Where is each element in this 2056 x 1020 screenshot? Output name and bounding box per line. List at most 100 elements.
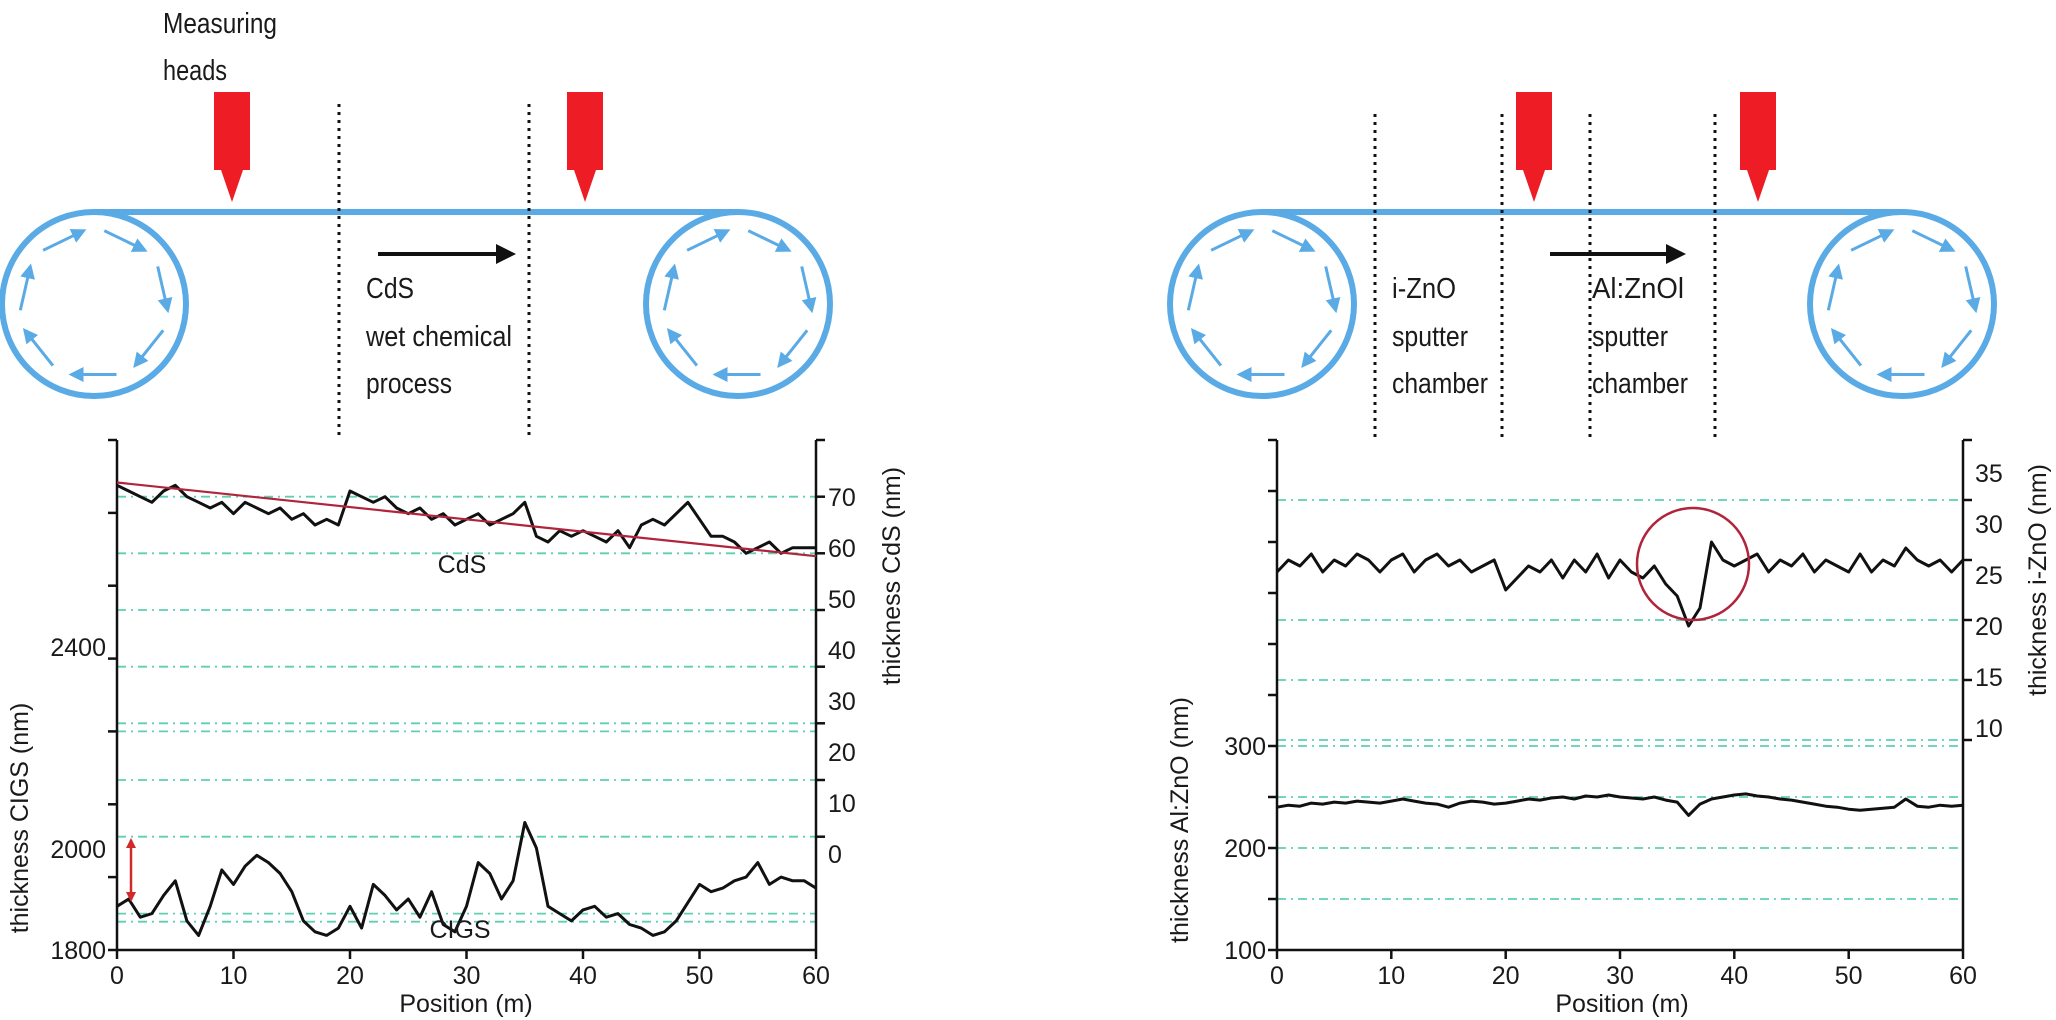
chart1-ticks bbox=[108, 438, 825, 959]
left-roll-2-rotation-arrows bbox=[662, 229, 817, 382]
chamber1-label-line-1: i-ZnO bbox=[1392, 273, 1456, 305]
chart2-right-ytick-20: 20 bbox=[1975, 613, 2003, 641]
chamber1-label-line-2: sputter bbox=[1392, 321, 1468, 353]
chart1-grid bbox=[117, 495, 816, 923]
chart2-ticks bbox=[1268, 438, 1972, 959]
chart1-right-ytick-0: 0 bbox=[828, 841, 842, 869]
rotation-arrow bbox=[1964, 266, 1981, 314]
rotation-arrow bbox=[1301, 329, 1333, 368]
chart2-left-ytick-300: 300 bbox=[1224, 733, 1266, 761]
chart1-xtick-3: 30 bbox=[453, 962, 481, 990]
rotation-arrow bbox=[1210, 229, 1255, 252]
rotation-arrow bbox=[156, 266, 173, 314]
chart1-right-ytick-30: 30 bbox=[828, 688, 856, 716]
rotation-arrow bbox=[22, 327, 55, 367]
chamber1-label-line-3: chamber bbox=[1392, 368, 1488, 400]
process-label-line-2: wet chemical bbox=[365, 321, 512, 353]
chart2-left-ytick-100: 100 bbox=[1224, 937, 1266, 965]
heads-label-line-1: Measuring bbox=[163, 8, 277, 40]
left-roll-diagram: Measuring heads CdS wet chemical process bbox=[0, 8, 833, 436]
chart1-xtick-4: 40 bbox=[569, 962, 597, 990]
chart2-left-ytick-200: 200 bbox=[1224, 835, 1266, 863]
chamber2-label-line-3: chamber bbox=[1592, 368, 1688, 400]
chart2-xtick-1: 10 bbox=[1377, 962, 1405, 990]
chart1-left-ytick-2400: 2400 bbox=[50, 634, 106, 662]
chart1-right-ylabel: thickness CdS (nm) bbox=[878, 467, 906, 685]
rotation-arrow bbox=[1850, 229, 1895, 252]
rotation-arrow bbox=[42, 229, 87, 252]
chart2-right-ytick-35: 35 bbox=[1975, 460, 2003, 488]
chart2-xtick-0: 0 bbox=[1270, 962, 1284, 990]
chamber2-label-line-1: Al:ZnOl bbox=[1592, 273, 1684, 305]
left-roll-1 bbox=[0, 209, 189, 399]
series-line-cigs bbox=[116, 821, 817, 937]
process-label-line-3: process bbox=[366, 368, 452, 400]
series-line-chart2-0 bbox=[1275, 540, 1965, 628]
chart1-xtick-1: 10 bbox=[220, 962, 248, 990]
chart-zno: 0 10 20 30 40 50 60 Position (m) 100 200… bbox=[1166, 438, 2052, 1018]
chart1-left-ylabel: thickness CIGS (nm) bbox=[6, 703, 34, 934]
right-roll-2-rotation-arrows bbox=[1826, 229, 1981, 382]
rotation-arrow bbox=[686, 229, 731, 252]
rotation-arrow bbox=[1826, 263, 1843, 311]
measuring-head-4 bbox=[1740, 92, 1776, 202]
rotation-arrow bbox=[1190, 327, 1223, 367]
rotation-arrow bbox=[1941, 329, 1973, 368]
right-roll-2 bbox=[1807, 209, 1997, 399]
chart1-right-ytick-40: 40 bbox=[828, 637, 856, 665]
chart2-right-ytick-30: 30 bbox=[1975, 511, 2003, 539]
right-roll-1-rotation-arrows bbox=[1186, 229, 1341, 382]
chart1-xtick-2: 20 bbox=[336, 962, 364, 990]
series-line-chart2-1 bbox=[1276, 792, 1964, 817]
rotation-arrow bbox=[666, 327, 699, 367]
rotation-arrow bbox=[1911, 229, 1956, 252]
measuring-head-2 bbox=[567, 92, 603, 202]
cds-series-label: CdS bbox=[438, 551, 487, 579]
rotation-arrow bbox=[800, 266, 817, 314]
rotation-arrow bbox=[18, 263, 35, 311]
chart2-right-ytick-10: 10 bbox=[1975, 715, 2003, 743]
chart1-right-ytick-20: 20 bbox=[828, 739, 856, 767]
cigs-series-label: CIGS bbox=[429, 916, 490, 944]
chart1-right-ytick-10: 10 bbox=[828, 790, 856, 818]
rotation-arrow bbox=[103, 229, 148, 252]
chart2-right-ytick-25: 25 bbox=[1975, 562, 2003, 590]
chart1-xlabel: Position (m) bbox=[399, 990, 532, 1018]
chart1-xtick-0: 0 bbox=[110, 962, 124, 990]
left-roll-1-rotation-arrows bbox=[18, 229, 173, 382]
chart1-right-ytick-50: 50 bbox=[828, 586, 856, 614]
rotation-arrow bbox=[1324, 266, 1341, 314]
chart2-right-ylabel: thickness i-ZnO (nm) bbox=[2024, 464, 2052, 696]
chart1-xtick-6: 60 bbox=[802, 962, 830, 990]
chart-cigs-cds: 0 10 20 30 40 50 60 Position (m) 1800 20… bbox=[6, 438, 906, 1018]
chart1-series-layer bbox=[116, 481, 817, 937]
measuring-head-3 bbox=[1516, 92, 1552, 202]
chart2-xlabel: Position (m) bbox=[1555, 990, 1688, 1018]
rotation-arrow bbox=[747, 229, 792, 252]
rotation-arrow bbox=[1186, 263, 1203, 311]
chart1-left-ytick-1800: 1800 bbox=[50, 937, 106, 965]
chart2-right-ytick-15: 15 bbox=[1975, 664, 2003, 692]
rotation-arrow bbox=[1271, 229, 1316, 252]
chart2-xtick-5: 50 bbox=[1835, 962, 1863, 990]
right-roll-1 bbox=[1167, 209, 1357, 399]
cds-trend-line bbox=[116, 481, 817, 558]
heads-label-line-2: heads bbox=[163, 55, 227, 87]
measuring-head-1 bbox=[214, 92, 250, 202]
chart2-xtick-4: 40 bbox=[1720, 962, 1748, 990]
rotation-arrow bbox=[133, 329, 165, 368]
chart2-xtick-6: 60 bbox=[1949, 962, 1977, 990]
process-label-line-1: CdS bbox=[366, 273, 414, 305]
chart1-right-ytick-70: 70 bbox=[828, 484, 856, 512]
chart1-right-ytick-60: 60 bbox=[828, 535, 856, 563]
left-roll-2 bbox=[643, 209, 833, 399]
chamber2-label-line-2: sputter bbox=[1592, 321, 1668, 353]
chart2-left-ylabel: thickness Al:ZnO (nm) bbox=[1166, 697, 1194, 943]
chart1-left-ytick-2000: 2000 bbox=[50, 836, 106, 864]
chart2-series-layer bbox=[1275, 540, 1965, 817]
chart2-xtick-2: 20 bbox=[1492, 962, 1520, 990]
right-roll-diagram: i-ZnO sputter chamber Al:ZnOl sputter ch… bbox=[1167, 92, 1997, 440]
chart2-xtick-3: 30 bbox=[1606, 962, 1634, 990]
